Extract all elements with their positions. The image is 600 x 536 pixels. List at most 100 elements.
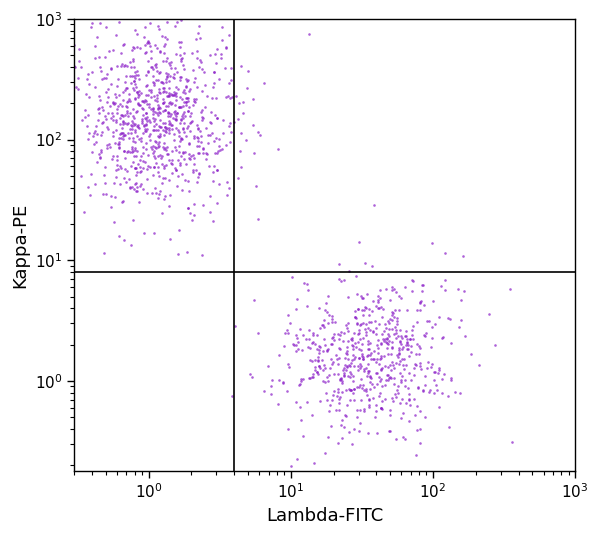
Point	[81, 90, 91, 98]
Point	[339, 370, 349, 379]
Point	[170, 106, 180, 115]
Point	[384, 426, 394, 435]
Point	[412, 450, 421, 459]
Point	[385, 296, 395, 304]
Point	[83, 135, 92, 144]
Point	[171, 166, 181, 174]
Point	[212, 166, 222, 174]
Point	[95, 108, 104, 117]
Point	[136, 137, 146, 145]
Point	[197, 58, 206, 66]
Point	[130, 95, 140, 103]
Point	[418, 287, 427, 295]
Point	[308, 370, 317, 379]
Point	[92, 33, 101, 41]
Point	[153, 75, 163, 84]
Point	[394, 306, 404, 314]
Point	[325, 310, 334, 319]
Point	[187, 118, 196, 126]
Point	[332, 392, 342, 400]
Point	[383, 339, 393, 348]
Point	[236, 62, 246, 70]
Point	[406, 341, 416, 350]
Point	[221, 44, 231, 53]
Point	[94, 150, 104, 158]
Point	[148, 78, 158, 86]
Point	[223, 191, 232, 199]
Point	[103, 92, 113, 101]
Point	[90, 54, 100, 62]
Point	[346, 386, 356, 394]
Point	[170, 143, 179, 152]
Point	[153, 100, 163, 109]
Point	[128, 42, 138, 51]
Point	[212, 148, 221, 157]
Point	[292, 330, 301, 339]
Point	[217, 36, 227, 44]
Point	[224, 122, 234, 130]
Point	[376, 354, 386, 363]
Point	[129, 86, 139, 95]
Point	[358, 381, 367, 390]
Point	[327, 312, 337, 321]
Point	[205, 191, 215, 200]
Point	[121, 177, 131, 186]
Point	[86, 170, 96, 178]
Point	[439, 370, 449, 378]
Point	[427, 360, 436, 368]
Point	[152, 94, 161, 102]
Point	[164, 125, 174, 134]
Point	[178, 185, 187, 194]
Point	[178, 148, 188, 157]
Point	[352, 320, 362, 329]
Point	[143, 68, 153, 76]
Point	[103, 109, 113, 117]
Point	[138, 148, 148, 157]
Point	[125, 57, 134, 66]
Point	[125, 72, 134, 80]
Point	[368, 327, 378, 336]
Point	[182, 124, 192, 132]
Point	[110, 90, 120, 98]
Point	[119, 236, 129, 244]
Point	[183, 107, 193, 116]
Point	[274, 351, 284, 360]
Point	[298, 375, 308, 383]
Point	[70, 61, 79, 70]
Point	[387, 324, 397, 333]
Point	[142, 39, 152, 47]
Point	[188, 116, 197, 125]
Point	[334, 398, 344, 407]
Point	[328, 391, 338, 399]
Point	[128, 54, 138, 63]
Point	[366, 355, 376, 363]
Point	[153, 168, 163, 176]
Point	[146, 62, 156, 71]
Point	[393, 382, 403, 390]
Point	[118, 40, 128, 49]
Point	[193, 133, 202, 142]
Point	[172, 89, 181, 98]
Point	[130, 71, 139, 80]
Point	[295, 380, 305, 389]
Point	[286, 319, 295, 327]
Point	[193, 124, 203, 133]
Point	[176, 114, 186, 123]
Point	[410, 394, 419, 403]
Point	[344, 361, 354, 369]
Point	[402, 306, 412, 314]
Point	[182, 132, 191, 141]
Point	[458, 251, 468, 260]
Point	[434, 364, 443, 373]
Point	[424, 358, 433, 366]
Point	[319, 335, 329, 344]
Point	[158, 99, 168, 108]
Point	[210, 148, 220, 157]
Point	[304, 286, 313, 294]
Point	[400, 355, 409, 364]
Point	[189, 200, 199, 209]
Point	[137, 97, 146, 106]
Point	[172, 166, 181, 175]
Point	[326, 355, 336, 363]
Point	[163, 102, 173, 110]
